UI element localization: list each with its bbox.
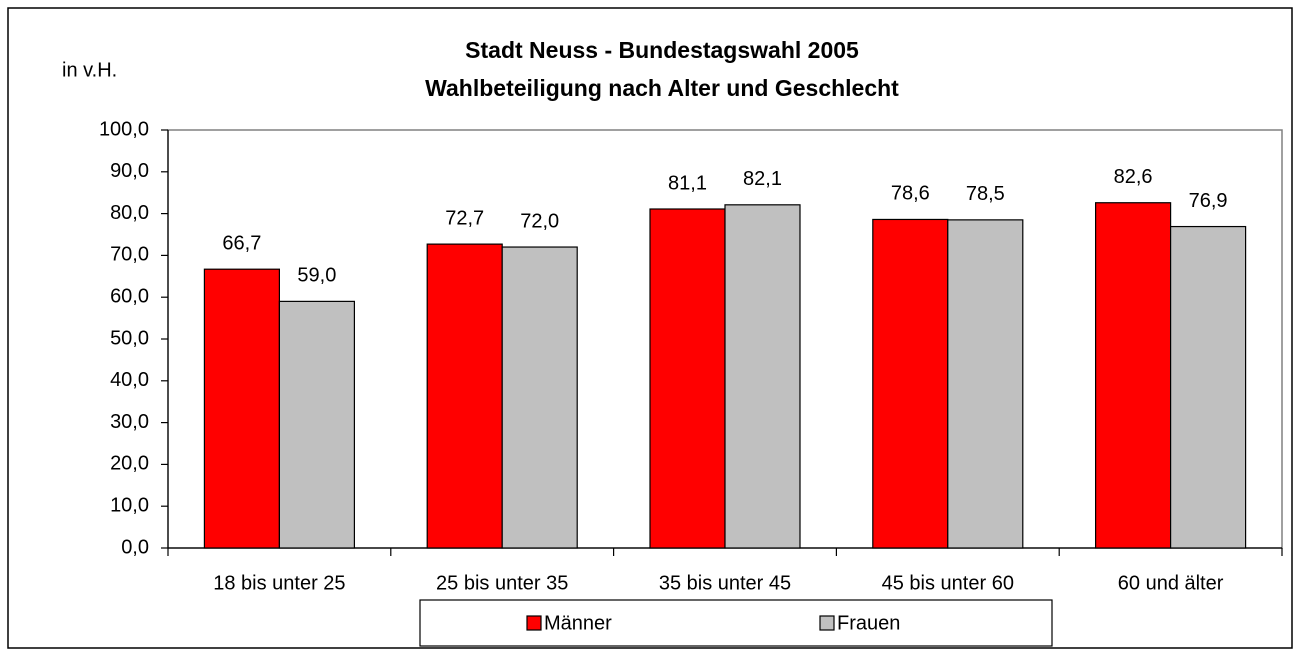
legend-box <box>419 599 1053 647</box>
x-tick-label: 45 bis unter 60 <box>882 572 1014 594</box>
y-tick-label: 90,0 <box>110 160 149 182</box>
y-tick-label: 70,0 <box>110 244 149 266</box>
value-label: 78,5 <box>966 183 1005 205</box>
value-label: 59,0 <box>297 265 336 287</box>
value-label: 82,6 <box>1114 166 1153 188</box>
value-label: 72,0 <box>520 210 559 232</box>
legend-swatch <box>526 615 542 631</box>
x-tick-label: 35 bis unter 45 <box>659 572 791 594</box>
chart-title: Stadt Neuss - Bundestagswahl 2005 <box>465 37 859 63</box>
bar <box>278 300 355 549</box>
value-label: 76,9 <box>1189 190 1228 212</box>
y-tick-label: 100,0 <box>99 118 149 140</box>
y-tick-label: 60,0 <box>110 285 149 307</box>
y-tick-label: 80,0 <box>110 202 149 224</box>
x-tick-label: 18 bis unter 25 <box>213 572 345 594</box>
bar <box>1169 225 1247 549</box>
y-axis-label: in v.H. <box>62 59 117 81</box>
bar <box>872 218 949 549</box>
bar <box>947 219 1024 549</box>
value-label: 66,7 <box>222 232 261 254</box>
y-tick-label: 10,0 <box>110 494 149 516</box>
y-tick-label: 30,0 <box>110 411 149 433</box>
bar <box>1094 202 1172 549</box>
value-label: 72,7 <box>445 207 484 229</box>
y-tick-label: 0,0 <box>121 536 149 558</box>
legend-label: Frauen <box>837 612 900 634</box>
x-tick-label: 25 bis unter 35 <box>436 572 568 594</box>
y-tick-label: 40,0 <box>110 369 149 391</box>
value-label: 78,6 <box>891 183 930 205</box>
value-label: 81,1 <box>668 172 707 194</box>
bar <box>203 268 280 549</box>
bar <box>501 246 578 549</box>
legend-swatch <box>819 615 835 631</box>
legend-label: Männer <box>544 612 612 634</box>
y-tick-label: 50,0 <box>110 327 149 349</box>
bar <box>649 208 726 549</box>
x-tick-label: 60 und älter <box>1118 572 1224 594</box>
value-label: 82,1 <box>743 168 782 190</box>
bar <box>426 243 503 549</box>
chart-subtitle: Wahlbeteiligung nach Alter und Geschlech… <box>425 75 899 101</box>
bar <box>724 204 801 549</box>
y-tick-label: 20,0 <box>110 453 149 475</box>
